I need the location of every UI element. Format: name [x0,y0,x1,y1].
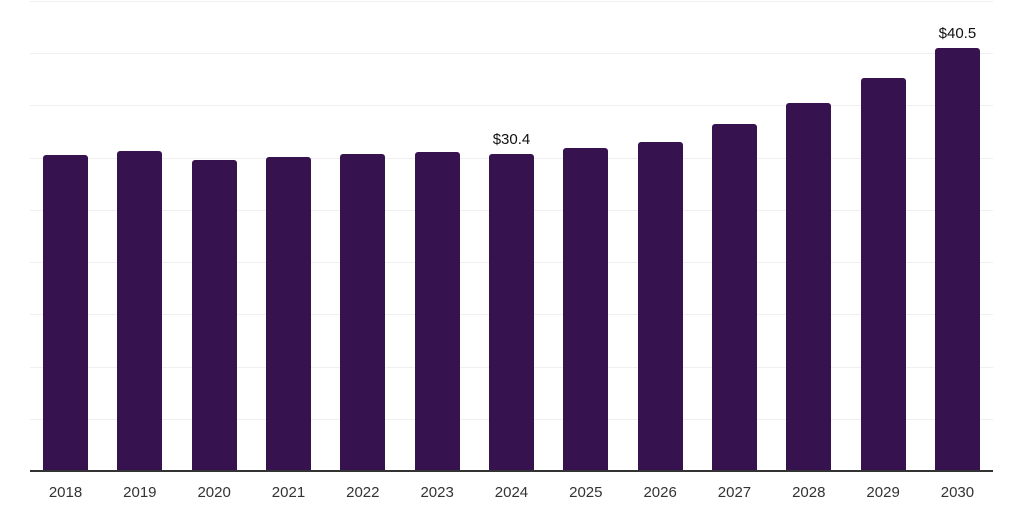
bar-group-2027 [711,124,757,471]
x-tick-label-2027: 2027 [717,484,752,501]
x-tick-label-2030: 2030 [940,484,975,501]
bar-group-2028 [786,103,832,471]
bar-2030 [934,48,980,471]
bar-group-2020 [191,159,237,471]
data-label-2030: $40.5 [938,25,977,42]
gridline [30,53,993,55]
x-tick-label-2024: 2024 [494,484,529,501]
data-label-2024: $30.4 [492,130,531,148]
bar-2028 [786,103,832,471]
x-tick-label-2018: 2018 [48,484,83,501]
bar-2024 [488,153,534,471]
bar-group-2018 [43,154,88,471]
bar-2018 [43,154,88,471]
x-tick-label-2026: 2026 [643,484,677,501]
gridline [30,105,993,107]
bar-2027 [711,124,757,471]
x-tick-label-2029: 2029 [866,484,900,501]
x-tick-label-2022: 2022 [346,484,380,501]
bar-group-2024: $30.4 [488,130,534,471]
x-axis-line [30,470,993,472]
bar-group-2029 [860,78,906,471]
bar-2026 [637,142,683,471]
bar-group-2025 [563,148,609,471]
bar-2029 [860,78,906,471]
bar-group-2030: $40.5 [934,25,980,471]
bar-2019 [117,151,163,471]
bar-group-2022 [340,153,386,471]
x-tick-label-2023: 2023 [420,484,454,501]
bar-group-2021 [265,156,311,471]
gridline [30,1,993,2]
bar-2023 [414,152,460,471]
bar-group-2019 [117,151,163,471]
bar-2021 [265,156,311,471]
bar-2025 [563,148,609,471]
bars-row: $30.4 $40.5 [30,1,993,471]
x-tick-label-2019: 2019 [123,484,157,501]
bar-2020 [191,159,237,471]
x-axis-labels: 2018 2019 2020 2021 2022 2023 2024 2025 2026 2027… [30,485,993,500]
bar-2022 [340,153,386,471]
bar-group-2023 [414,152,460,471]
x-tick-label-2020: 2020 [197,484,231,501]
x-tick-label-2025: 2025 [569,484,603,501]
x-tick-label-2028: 2028 [792,484,826,501]
bar-group-2026 [637,142,683,471]
plot-area: $30.4 $40.5 [30,1,993,472]
x-tick-label-2021: 2021 [271,484,306,501]
